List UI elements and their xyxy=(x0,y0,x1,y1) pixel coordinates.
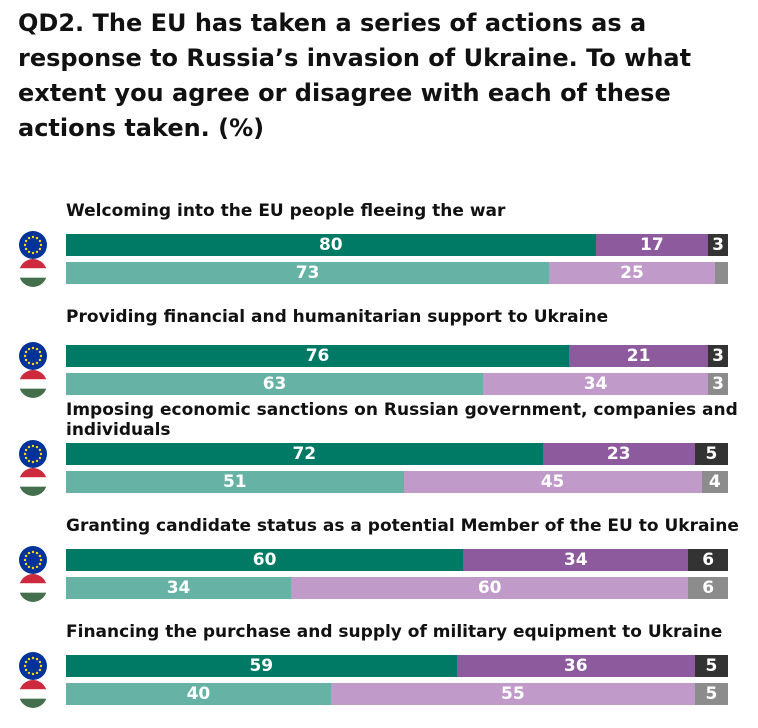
question-label: Financing the purchase and supply of mil… xyxy=(66,622,723,642)
disagree-segment: 23 xyxy=(542,443,695,465)
disagree-segment: 34 xyxy=(463,549,689,571)
hungary-flag-icon xyxy=(19,574,47,602)
disagree-segment: 45 xyxy=(403,471,702,493)
hungary-bar: 40 55 5 xyxy=(66,683,728,705)
agree-segment: 80 xyxy=(66,234,596,256)
agree-segment: 59 xyxy=(66,655,457,677)
hungary-bar: 34 60 6 xyxy=(66,577,728,599)
hungary-flag-icon xyxy=(19,259,47,287)
agree-segment: 73 xyxy=(66,262,550,284)
agree-segment: 76 xyxy=(66,345,570,367)
dont-know-segment: 5 xyxy=(694,683,728,705)
hungary-flag-icon xyxy=(19,370,47,398)
dont-know-segment: 3 xyxy=(708,345,728,367)
eu-bar: 59 36 5 xyxy=(66,655,728,677)
eu-bar: 60 34 6 xyxy=(66,549,728,571)
hungary-flag-icon xyxy=(19,468,47,496)
agree-segment: 40 xyxy=(66,683,331,705)
disagree-segment: 60 xyxy=(291,577,689,599)
agree-segment: 51 xyxy=(66,471,404,493)
question-label: Granting candidate status as a potential… xyxy=(66,516,739,536)
disagree-segment: 55 xyxy=(330,683,695,705)
eu-flag-icon xyxy=(19,440,47,468)
dont-know-segment: 6 xyxy=(688,577,728,599)
dont-know-segment: 6 xyxy=(688,549,728,571)
dont-know-segment: 3 xyxy=(708,234,728,256)
disagree-segment: 17 xyxy=(595,234,709,256)
disagree-segment: 36 xyxy=(456,655,695,677)
dont-know-segment: 5 xyxy=(694,443,728,465)
chart-title: QD2. The EU has taken a series of action… xyxy=(18,9,692,142)
eu-flag-icon xyxy=(19,546,47,574)
agree-segment: 34 xyxy=(66,577,292,599)
dont-know-segment xyxy=(714,262,728,284)
dont-know-segment: 5 xyxy=(694,655,728,677)
hungary-flag-icon xyxy=(19,680,47,708)
question-label: Welcoming into the EU people fleeing the… xyxy=(66,201,506,221)
eu-bar: 72 23 5 xyxy=(66,443,728,465)
agree-segment: 63 xyxy=(66,373,484,395)
agree-segment: 60 xyxy=(66,549,464,571)
eu-bar: 76 21 3 xyxy=(66,345,728,367)
disagree-segment: 21 xyxy=(569,345,709,367)
question-label: Providing financial and humanitarian sup… xyxy=(66,307,609,327)
question-label: Imposing economic sanctions on Russian g… xyxy=(66,400,738,440)
hungary-bar: 63 34 3 xyxy=(66,373,728,395)
hungary-bar: 73 25 xyxy=(66,262,728,284)
disagree-segment: 25 xyxy=(549,262,715,284)
dont-know-segment: 3 xyxy=(708,373,728,395)
eu-flag-icon xyxy=(19,231,47,259)
eu-flag-icon xyxy=(19,652,47,680)
agree-segment: 72 xyxy=(66,443,543,465)
eu-bar: 80 17 3 xyxy=(66,234,728,256)
disagree-segment: 34 xyxy=(483,373,709,395)
hungary-bar: 51 45 4 xyxy=(66,471,728,493)
dont-know-segment: 4 xyxy=(701,471,728,493)
eu-flag-icon xyxy=(19,342,47,370)
